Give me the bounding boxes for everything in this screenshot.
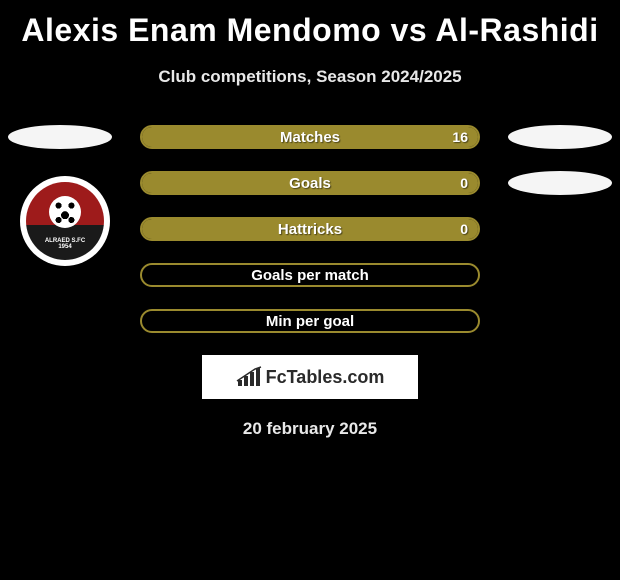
soccer-ball-icon [49, 196, 81, 228]
stat-value-right: 0 [460, 173, 468, 193]
player-left-ellipse [8, 125, 112, 149]
stat-value-right: 0 [460, 219, 468, 239]
fctables-label: FcTables.com [266, 367, 385, 388]
stat-row: Goals per match [0, 263, 620, 287]
player-right-ellipse [508, 171, 612, 195]
subtitle: Club competitions, Season 2024/2025 [0, 67, 620, 87]
date-line: 20 february 2025 [0, 419, 620, 439]
stat-label: Hattricks [278, 221, 342, 238]
stat-pill: Goals per match [140, 263, 480, 287]
club-badge-inner: ALRAED S.FC 1954 [26, 182, 104, 260]
club-badge-text: ALRAED S.FC 1954 [26, 238, 104, 250]
stat-pill: Matches 16 [140, 125, 480, 149]
fctables-attribution[interactable]: FcTables.com [202, 355, 418, 399]
stat-label: Min per goal [266, 313, 354, 330]
stat-pill: Hattricks 0 [140, 217, 480, 241]
stat-row: Min per goal [0, 309, 620, 333]
player-right-ellipse [508, 125, 612, 149]
stat-value-right: 16 [452, 127, 468, 147]
club-logo-left: ALRAED S.FC 1954 [20, 176, 124, 266]
stat-pill: Goals 0 [140, 171, 480, 195]
stat-label: Goals [289, 175, 331, 192]
stat-label: Goals per match [251, 267, 369, 284]
page-title: Alexis Enam Mendomo vs Al-Rashidi [0, 0, 620, 49]
bar-chart-icon [236, 366, 262, 388]
club-badge-outer: ALRAED S.FC 1954 [20, 176, 110, 266]
stat-row: Matches 16 [0, 125, 620, 149]
stat-label: Matches [280, 129, 340, 146]
stat-pill: Min per goal [140, 309, 480, 333]
